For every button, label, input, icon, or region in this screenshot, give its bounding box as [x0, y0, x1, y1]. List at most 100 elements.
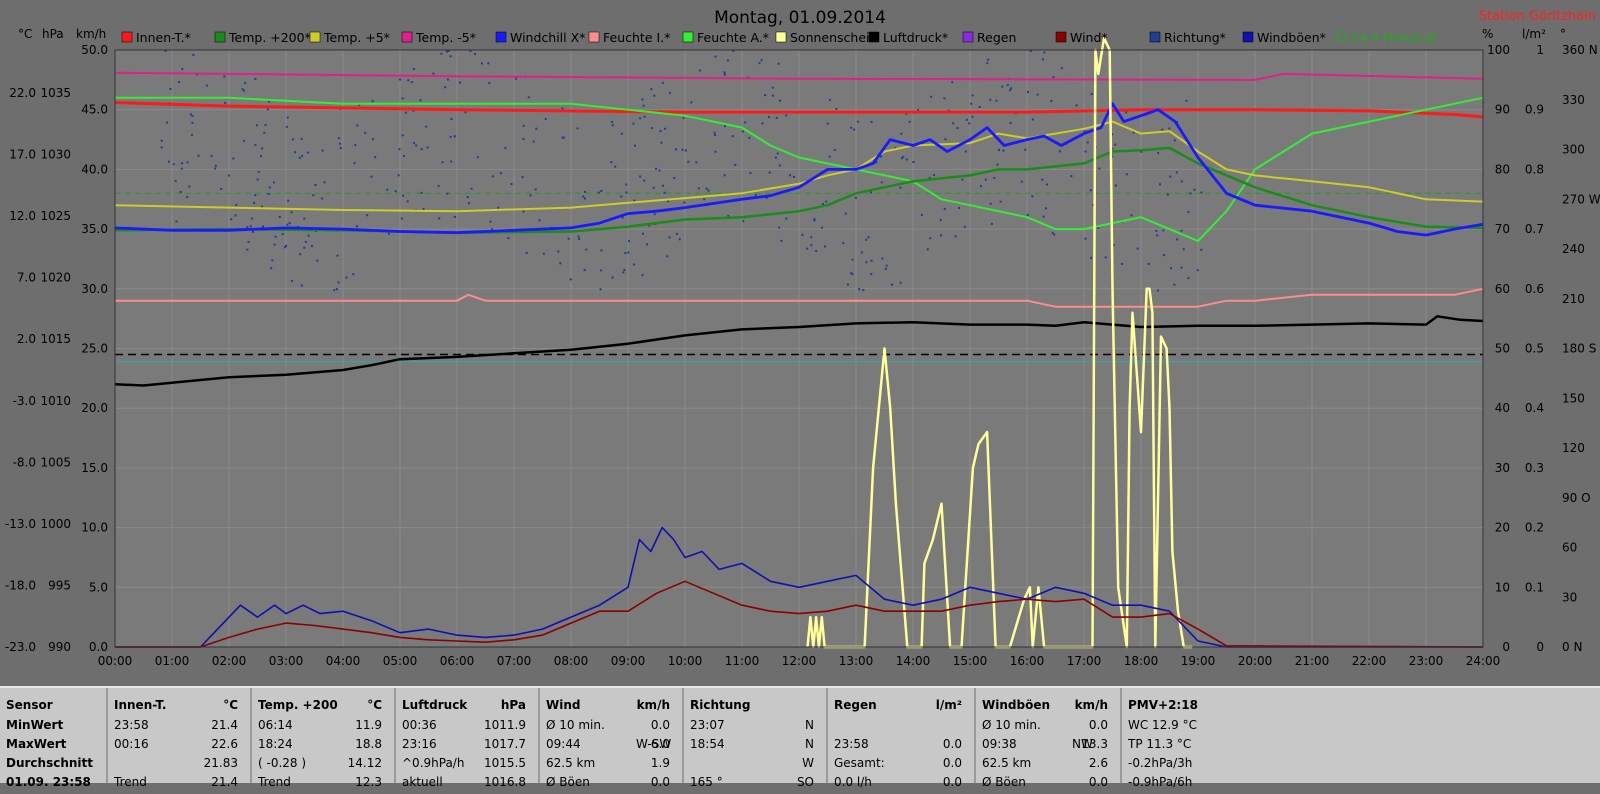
legend-swatch [121, 31, 133, 43]
rain-tick-label: 1 [1536, 43, 1544, 57]
richtung-point [850, 126, 853, 129]
richtung-point [1041, 178, 1044, 181]
richtung-point [703, 198, 706, 201]
richtung-point [860, 251, 863, 254]
richtung-point [984, 178, 987, 181]
legend-label: Regen [977, 30, 1016, 45]
richtung-point [1180, 180, 1183, 183]
wind-tick-label: 15.0 [81, 461, 108, 475]
legend-label: Innen-T.* [136, 30, 191, 45]
richtung-point [760, 59, 763, 62]
richtung-point [666, 255, 669, 258]
richtung-point [490, 228, 493, 231]
richtung-point [650, 127, 653, 130]
richtung-point [220, 187, 223, 190]
richtung-point [191, 121, 194, 124]
richtung-point [371, 138, 374, 141]
richtung-point [527, 96, 530, 99]
richtung-point [497, 206, 500, 209]
richtung-point [398, 148, 401, 151]
reference-lines [115, 192, 1483, 363]
richtung-point [697, 187, 700, 190]
stats-luftdruck-1-a: 23:16 [402, 737, 437, 751]
axis-head-hpa: hPa [42, 27, 64, 41]
stats-col-wind: Wind km/h Ø 10 min. 0.0 09:44 W-SW 6.0 62.5 … [540, 688, 684, 789]
richtung-point [828, 98, 831, 101]
richtung-point [337, 281, 340, 284]
stats-col-richtung: Richtung 23:07 N 18:54 N W 165 ° SO [684, 688, 828, 789]
stats-label-avg: Durchschnitt [6, 756, 94, 770]
richtung-point [654, 167, 657, 170]
richtung-point [1031, 118, 1034, 121]
richtung-point [1104, 256, 1107, 259]
richtung-point [767, 116, 770, 119]
rain-tick-label: 0.7 [1525, 222, 1544, 236]
richtung-point [449, 135, 452, 138]
stats-pmv-0: WC 12.9 °C [1128, 718, 1197, 732]
stats-temp200-0-b: 11.9 [355, 718, 382, 732]
richtung-point [186, 161, 189, 164]
dir-tick-label: 360 N [1562, 43, 1598, 57]
richtung-point [307, 234, 310, 237]
richtung-point [469, 50, 472, 52]
stats-innen-1-b: 22.6 [211, 737, 238, 751]
wind-tick-label: 35.0 [81, 222, 108, 236]
richtung-point [180, 167, 183, 170]
temp-tick-label: 2.0 [17, 332, 36, 346]
x-tick-label: 20:00 [1238, 654, 1273, 668]
temp-tick-label: -23.0 [5, 640, 36, 654]
richtung-point [167, 160, 170, 163]
stats-pmv-3: -0.9hPa/6h [1128, 775, 1193, 789]
richtung-point [1020, 180, 1023, 183]
richtung-point [1001, 85, 1004, 88]
richtung-point [174, 180, 177, 183]
richtung-point [447, 50, 450, 52]
richtung-point [1169, 175, 1172, 178]
stats-innen-0-a: 23:58 [114, 718, 149, 732]
richtung-point [806, 247, 809, 250]
stats-header-pmv: PMV+2:18 [1128, 698, 1198, 712]
richtung-point [714, 55, 717, 58]
dir-tick-label: 120 [1562, 441, 1585, 455]
richtung-point [263, 131, 266, 134]
richtung-point [987, 58, 990, 61]
richtung-point [632, 122, 635, 125]
stats-richtung-3-a: 165 ° [690, 775, 723, 789]
richtung-point [169, 87, 172, 90]
x-tick-label: 24:00 [1466, 654, 1501, 668]
richtung-point [1092, 204, 1095, 207]
richtung-point [585, 248, 588, 251]
richtung-point [223, 75, 226, 78]
richtung-point [853, 128, 856, 131]
richtung-point [561, 136, 564, 139]
richtung-point [758, 62, 761, 65]
legend-item: Temp. +5* [309, 30, 390, 45]
richtung-point [1125, 111, 1128, 114]
richtung-point [611, 120, 614, 123]
richtung-point [1182, 248, 1185, 251]
richtung-point [668, 91, 671, 94]
richtung-point [192, 53, 195, 56]
richtung-point [230, 218, 233, 221]
richtung-point [771, 86, 774, 89]
stats-richtung-0-b: N [805, 718, 814, 732]
stats-wind-3-b: 0.0 [650, 775, 670, 789]
stats-luftdruck-3-a: aktuell [402, 775, 443, 789]
stats-windboeen-0-b: 0.0 [1088, 718, 1108, 732]
series-windboeen-line [115, 526, 1483, 648]
x-tick-label: 21:00 [1295, 654, 1330, 668]
richtung-point [470, 187, 473, 190]
richtung-point [303, 217, 306, 220]
richtung-point [820, 226, 823, 229]
richtung-point [884, 267, 887, 270]
richtung-point [353, 162, 356, 165]
richtung-point [358, 103, 361, 106]
richtung-point [943, 97, 946, 100]
richtung-point [257, 170, 260, 173]
richtung-point [453, 135, 456, 138]
legend-swatch [214, 31, 226, 43]
richtung-point [668, 236, 671, 239]
richtung-point [707, 189, 710, 192]
richtung-point [400, 217, 403, 220]
stats-windboeen-1-m: NW [1072, 737, 1093, 751]
